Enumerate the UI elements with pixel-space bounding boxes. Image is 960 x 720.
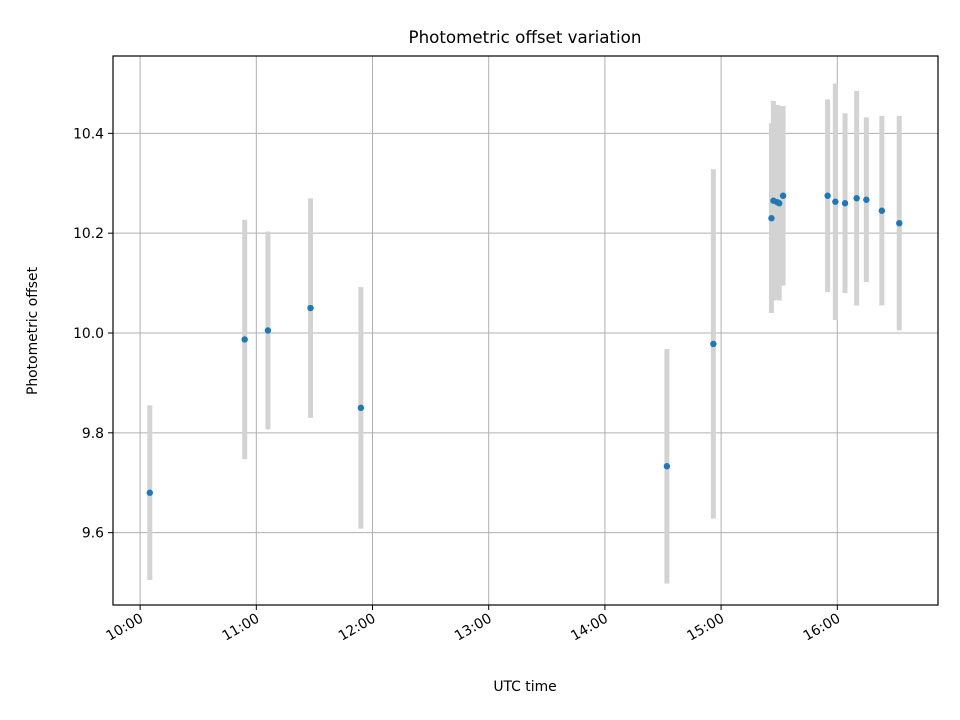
y-tick-label: 9.6 — [82, 526, 104, 542]
plot-frame — [112, 55, 939, 606]
chart-title: Photometric offset variation — [409, 27, 642, 47]
data-point — [146, 489, 153, 496]
x-axis-label: UTC time — [493, 679, 556, 695]
data-point — [241, 336, 248, 343]
data-points — [146, 192, 903, 496]
y-axis: 9.6 9.8 10.0 10.2 10.4 — [73, 126, 113, 542]
data-point — [832, 198, 839, 205]
data-point — [824, 192, 831, 199]
y-axis-label: Photometric offset — [25, 266, 41, 395]
y-tick-label: 9.8 — [82, 426, 104, 442]
y-tick-label: 10.0 — [73, 326, 104, 342]
data-point — [863, 196, 870, 203]
data-point — [264, 327, 272, 334]
data-point — [663, 463, 671, 470]
data-point — [307, 304, 314, 312]
data-point — [878, 207, 886, 214]
data-point — [710, 340, 717, 348]
y-tick-label: 10.2 — [73, 226, 104, 242]
data-point — [779, 192, 787, 199]
data-point — [768, 215, 775, 222]
y-tick-label: 10.4 — [73, 126, 104, 142]
data-point — [853, 195, 860, 202]
grid — [113, 56, 938, 605]
data-point — [841, 200, 849, 207]
data-point — [775, 200, 783, 207]
data-point — [357, 404, 365, 412]
data-point — [896, 219, 903, 227]
